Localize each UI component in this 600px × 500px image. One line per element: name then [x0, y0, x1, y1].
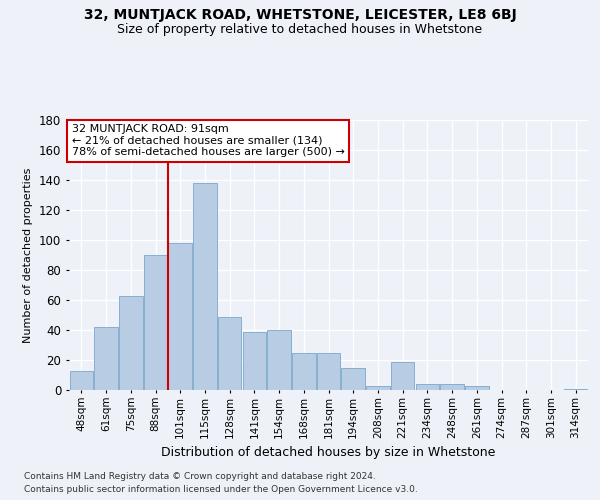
X-axis label: Distribution of detached houses by size in Whetstone: Distribution of detached houses by size …	[161, 446, 496, 459]
Bar	[70, 370, 93, 390]
Bar	[366, 386, 389, 390]
Text: 32, MUNTJACK ROAD, WHETSTONE, LEICESTER, LE8 6BJ: 32, MUNTJACK ROAD, WHETSTONE, LEICESTER,…	[83, 8, 517, 22]
Y-axis label: Number of detached properties: Number of detached properties	[23, 168, 34, 342]
Bar	[242, 332, 266, 390]
Text: Contains HM Land Registry data © Crown copyright and database right 2024.: Contains HM Land Registry data © Crown c…	[24, 472, 376, 481]
Bar	[268, 330, 291, 390]
Bar	[440, 384, 464, 390]
Bar	[144, 255, 167, 390]
Bar	[317, 352, 340, 390]
Bar	[119, 296, 143, 390]
Bar	[94, 327, 118, 390]
Bar	[416, 384, 439, 390]
Text: Size of property relative to detached houses in Whetstone: Size of property relative to detached ho…	[118, 22, 482, 36]
Bar	[341, 368, 365, 390]
Bar	[292, 352, 316, 390]
Bar	[465, 386, 488, 390]
Bar	[391, 362, 415, 390]
Bar	[169, 243, 192, 390]
Bar	[193, 183, 217, 390]
Bar	[564, 388, 587, 390]
Bar	[218, 316, 241, 390]
Text: Contains public sector information licensed under the Open Government Licence v3: Contains public sector information licen…	[24, 485, 418, 494]
Text: 32 MUNTJACK ROAD: 91sqm
← 21% of detached houses are smaller (134)
78% of semi-d: 32 MUNTJACK ROAD: 91sqm ← 21% of detache…	[71, 124, 344, 157]
